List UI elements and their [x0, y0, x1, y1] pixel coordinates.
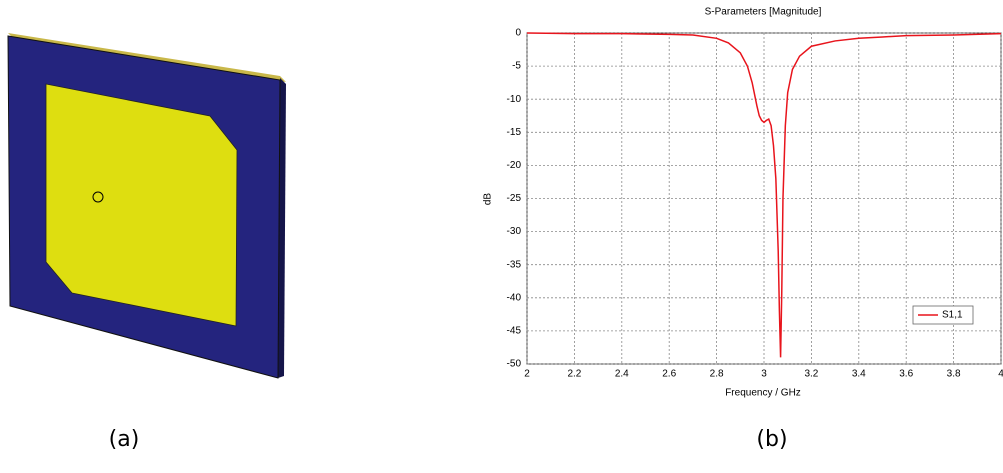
x-tick-label: 4	[998, 369, 1003, 380]
y-tick-label: 0	[515, 28, 521, 39]
x-tick-label: 3.8	[947, 369, 961, 380]
y-tick-label: -40	[507, 292, 522, 303]
y-tick-label: -50	[507, 359, 522, 370]
y-axis-label: dB	[483, 193, 494, 206]
y-tick-label: -30	[507, 226, 522, 237]
x-tick-label: 2.4	[615, 369, 629, 380]
antenna-model	[8, 33, 286, 378]
x-tick-label: 2	[524, 369, 530, 380]
x-tick-label: 3.2	[804, 369, 818, 380]
chart-title: S-Parameters [Magnitude]	[705, 7, 822, 18]
legend-label: S1,1	[942, 310, 963, 321]
panel-label: (b)	[756, 427, 787, 452]
y-tick-label: -15	[507, 127, 522, 138]
y-tick-label: -20	[507, 160, 522, 171]
x-tick-label: 2.2	[567, 369, 581, 380]
x-axis-label: Frequency / GHz	[725, 388, 801, 399]
x-tick-label: 3	[761, 369, 767, 380]
y-tick-label: -10	[507, 94, 522, 105]
y-tick-label: -5	[512, 61, 521, 72]
figure: (a) (b) S-Parameters [Magnitude] Frequen…	[0, 0, 1003, 473]
x-tick-label: 2.6	[662, 369, 676, 380]
patch	[46, 84, 237, 326]
y-tick-label: -25	[507, 193, 522, 204]
y-tick-label: -45	[507, 326, 522, 337]
x-tick-label: 3.6	[899, 369, 913, 380]
x-tick-label: 2.8	[710, 369, 724, 380]
y-tick-label: -35	[507, 259, 522, 270]
x-tick-label: 3.4	[852, 369, 866, 380]
panel-label: (a)	[109, 427, 140, 452]
